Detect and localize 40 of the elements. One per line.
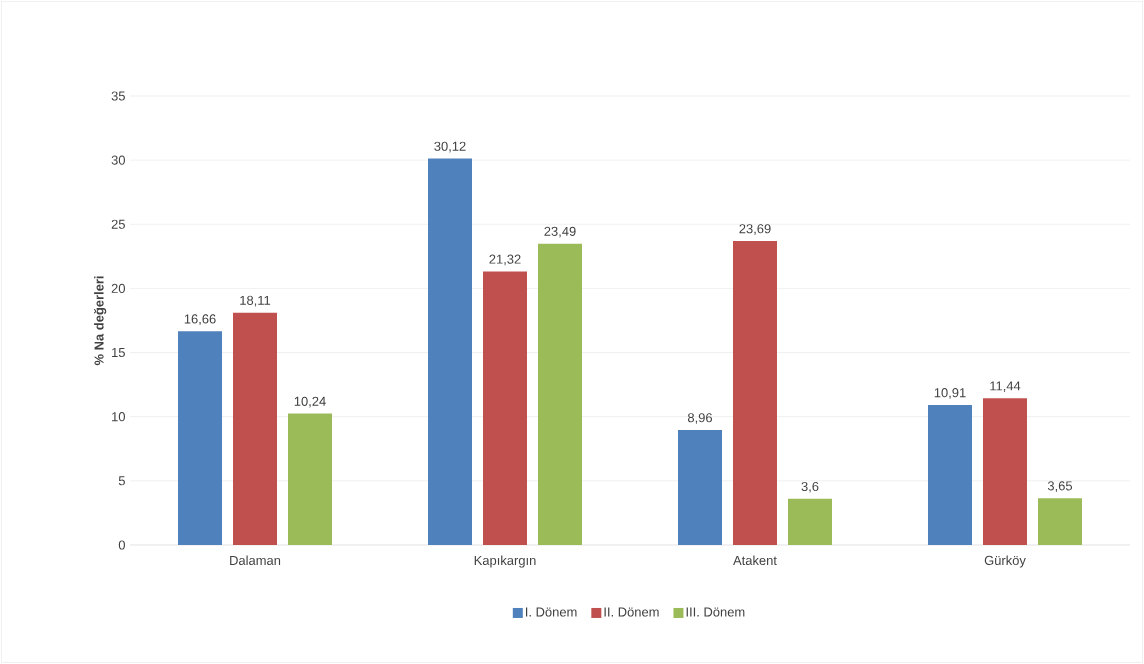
data-label: 16,66 [184, 314, 216, 326]
data-label: 23,49 [544, 226, 576, 238]
x-tick-label: Dalaman [230, 555, 281, 566]
bar [538, 243, 582, 545]
x-tick-label: Atakent [733, 555, 777, 566]
bar [178, 331, 223, 545]
bar [233, 312, 278, 545]
data-label: 8,96 [687, 413, 713, 424]
data-label: 18,11 [240, 295, 271, 307]
y-tick-label: 35 [111, 91, 125, 101]
legend-label: II. Dönem [604, 607, 659, 617]
bar [788, 498, 832, 545]
bar [288, 413, 333, 545]
y-tick-label: 5 [118, 476, 125, 486]
data-label: 23,69 [739, 224, 771, 235]
y-axis-title: % Na değerleri [93, 276, 107, 366]
y-tick-label: 20 [111, 283, 125, 293]
bar [483, 271, 527, 545]
y-tick-label: 15 [112, 348, 125, 358]
legend-label: III. Dönem [686, 607, 745, 617]
data-label: 10,91 [934, 388, 966, 399]
y-tick-label: 25 [111, 219, 125, 229]
y-tick-label: 10 [112, 412, 125, 422]
data-label: 3,65 [1047, 481, 1073, 492]
data-label: 30,12 [434, 141, 466, 153]
x-tick-label: Gürköy [984, 555, 1026, 568]
data-label: 21,32 [489, 254, 521, 266]
bar [678, 430, 722, 545]
data-label: 11,44 [990, 381, 1021, 393]
bar [982, 398, 1027, 545]
y-tick-label: 30 [111, 155, 125, 165]
data-label: 10,24 [294, 396, 326, 408]
data-label: 3,6 [801, 481, 819, 493]
legend-label: I. Dönem [526, 607, 577, 617]
bar [428, 158, 472, 545]
bar [1037, 498, 1082, 545]
y-tick-label: 0 [118, 540, 125, 550]
bar [733, 241, 777, 545]
bar [927, 405, 972, 545]
x-tick-label: Kapıkargın [474, 555, 536, 568]
